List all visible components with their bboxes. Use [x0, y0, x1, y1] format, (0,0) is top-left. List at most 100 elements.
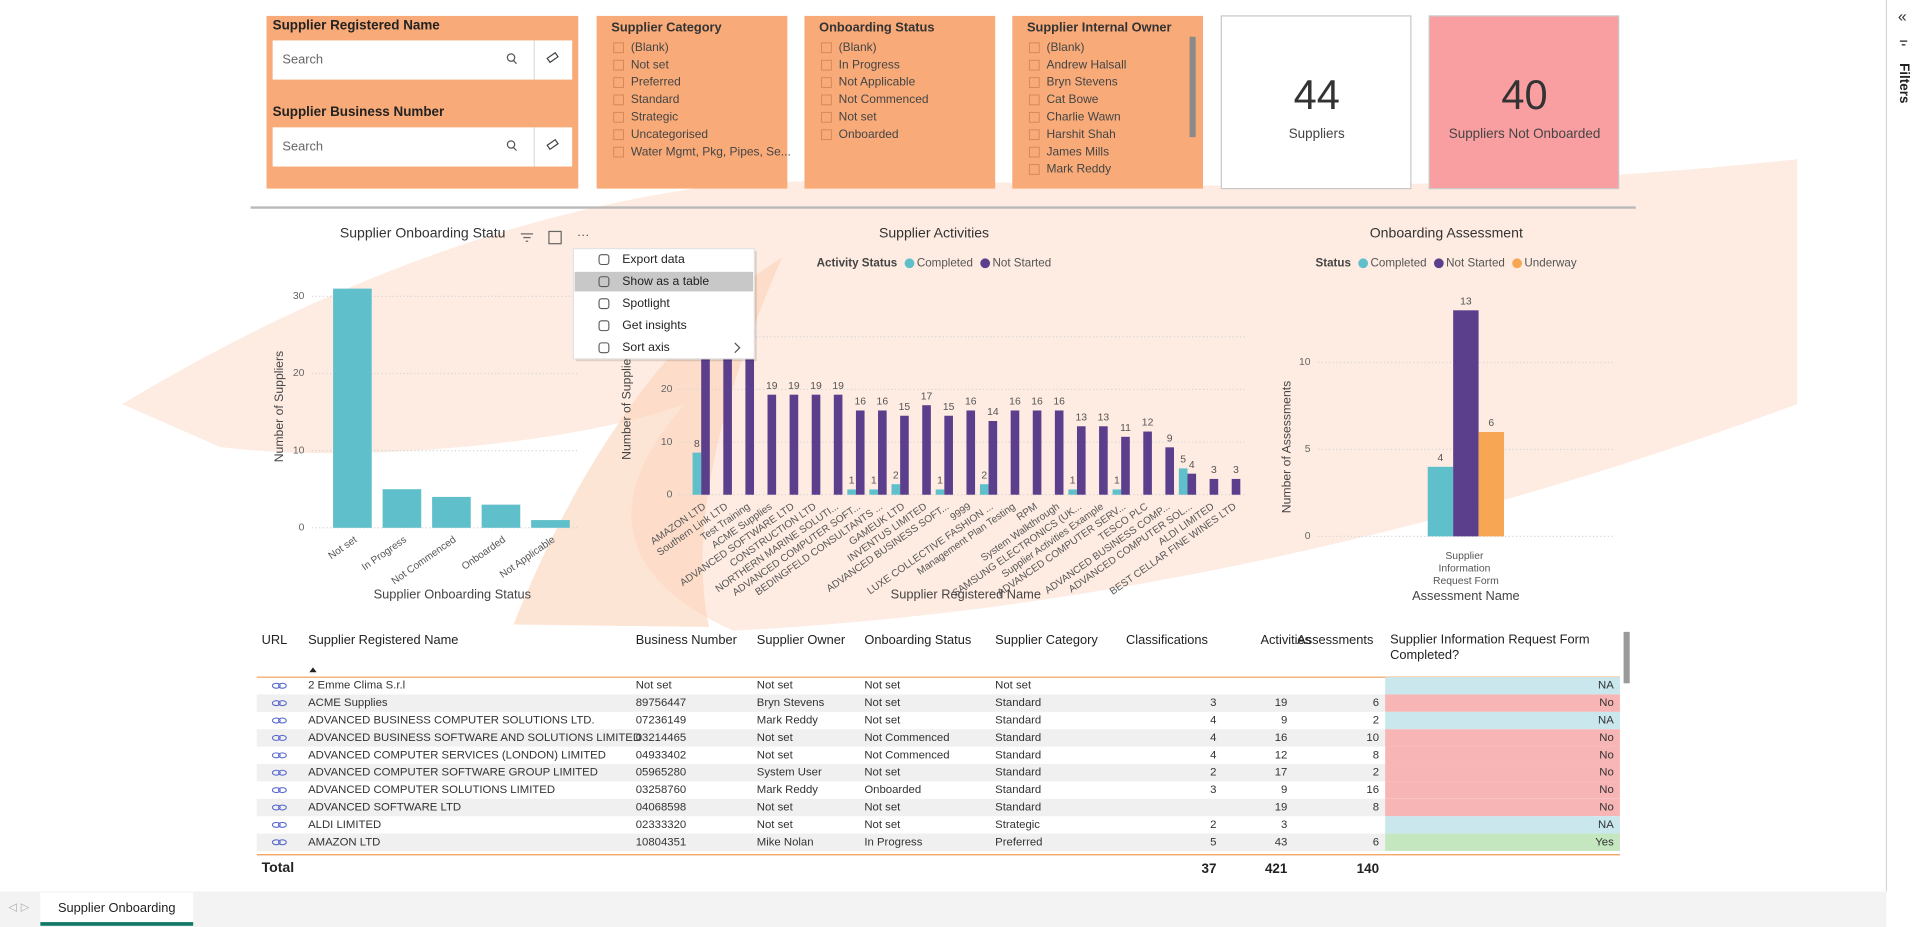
- collapse-icon[interactable]: «: [1898, 8, 1907, 25]
- slicer-checkbox[interactable]: [613, 42, 625, 54]
- column-header[interactable]: Supplier Owner: [757, 632, 846, 647]
- slicer-item[interactable]: James Mills: [1047, 144, 1110, 158]
- slicer-checkbox[interactable]: [1028, 111, 1040, 123]
- slicer-checkbox[interactable]: [821, 77, 832, 88]
- slicer-item[interactable]: Not set: [631, 57, 670, 71]
- menu-item[interactable]: Export data: [622, 252, 685, 266]
- slicer-item[interactable]: (Blank): [1047, 40, 1085, 54]
- slicer-item[interactable]: Harshit Shah: [1047, 127, 1116, 141]
- link-icon[interactable]: [277, 717, 287, 724]
- x-axis-label: Assessment Name: [1412, 588, 1520, 603]
- link-icon[interactable]: [271, 682, 281, 689]
- menu-item[interactable]: Get insights: [622, 318, 686, 332]
- slicer-item[interactable]: Uncategorised: [631, 127, 708, 141]
- slicer-checkbox[interactable]: [821, 42, 832, 54]
- slicer-item[interactable]: Andrew Halsall: [1047, 57, 1127, 71]
- link-icon[interactable]: [277, 821, 287, 828]
- slicer-item[interactable]: (Blank): [839, 40, 877, 54]
- slicer-item[interactable]: (Blank): [631, 40, 669, 54]
- slicer-checkbox[interactable]: [1028, 94, 1040, 106]
- column-header[interactable]: Business Number: [636, 632, 738, 647]
- column-header[interactable]: Supplier Registered Name: [308, 632, 458, 647]
- slicer-item[interactable]: Strategic: [631, 109, 678, 123]
- link-icon[interactable]: [277, 839, 287, 846]
- more-icon[interactable]: ···: [577, 227, 589, 241]
- clear-icon[interactable]: [546, 51, 559, 64]
- card-label: Suppliers Not Onboarded: [1449, 126, 1601, 141]
- search-box[interactable]: [272, 127, 573, 167]
- column-header[interactable]: Assessments: [1297, 632, 1373, 647]
- slicer-checkbox[interactable]: [613, 94, 625, 106]
- data-label: 16: [965, 397, 977, 408]
- y-axis-label: Number of Suppliers: [619, 348, 633, 459]
- table-cell: No: [1599, 697, 1614, 709]
- link-icon[interactable]: [271, 804, 281, 811]
- slicer-checkbox[interactable]: [821, 129, 832, 141]
- slicer-item[interactable]: Not set: [839, 109, 878, 123]
- tab-nav[interactable]: ▷: [21, 901, 30, 913]
- slicer-checkbox[interactable]: [613, 59, 625, 71]
- slicer-item[interactable]: Charlie Wawn: [1047, 109, 1121, 123]
- slicer-checkbox[interactable]: [1028, 164, 1040, 175]
- slicer-checkbox[interactable]: [613, 129, 625, 141]
- focus-icon[interactable]: [548, 230, 562, 245]
- link-icon[interactable]: [271, 717, 281, 724]
- slicer-item[interactable]: Not Applicable: [839, 75, 916, 89]
- link-icon[interactable]: [277, 734, 287, 741]
- column-header[interactable]: Supplier Category: [995, 632, 1098, 647]
- clear-icon[interactable]: [546, 138, 559, 151]
- slicer-item[interactable]: Standard: [631, 92, 680, 106]
- link-icon[interactable]: [277, 682, 287, 689]
- column-header[interactable]: Classifications: [1126, 632, 1208, 647]
- column-header[interactable]: URL: [262, 632, 288, 647]
- table-cell: 5: [1210, 836, 1216, 848]
- tab-nav[interactable]: ◁: [9, 901, 18, 913]
- menu-item[interactable]: Sort axis: [622, 340, 670, 354]
- slicer-item[interactable]: In Progress: [839, 57, 900, 71]
- link-icon[interactable]: [277, 787, 287, 794]
- link-icon[interactable]: [277, 700, 287, 707]
- slicer-checkbox[interactable]: [1028, 77, 1040, 88]
- filters-label[interactable]: Filters: [1897, 63, 1912, 103]
- link-icon[interactable]: [271, 839, 281, 846]
- search-placeholder: Search: [282, 51, 323, 66]
- link-icon[interactable]: [277, 769, 287, 776]
- filter-icon[interactable]: [1901, 44, 1906, 46]
- link-icon[interactable]: [271, 769, 281, 776]
- slicer-checkbox[interactable]: [821, 111, 832, 123]
- slicer-item[interactable]: Bryn Stevens: [1047, 75, 1118, 89]
- slicer-item[interactable]: Cat Bowe: [1047, 92, 1099, 106]
- slicer-item[interactable]: Onboarded: [839, 127, 899, 141]
- tab-label[interactable]: Supplier Onboarding: [58, 900, 176, 915]
- slicer-item[interactable]: Not Commenced: [839, 92, 929, 106]
- column-header[interactable]: Activities: [1260, 632, 1311, 647]
- slicer-checkbox[interactable]: [1028, 129, 1040, 141]
- table-cell: NA: [1598, 715, 1614, 727]
- slicer-item[interactable]: Preferred: [631, 75, 681, 89]
- slicer-item[interactable]: Water Mgmt, Pkg, Pipes, Se...: [631, 144, 791, 158]
- page-tab[interactable]: [40, 892, 194, 926]
- menu-item[interactable]: Show as a table: [622, 274, 709, 288]
- link-icon[interactable]: [271, 734, 281, 741]
- slicer-checkbox[interactable]: [1028, 146, 1040, 158]
- menu-item[interactable]: Spotlight: [622, 296, 670, 310]
- slicer-checkbox[interactable]: [1028, 59, 1040, 71]
- slicer-checkbox[interactable]: [821, 94, 832, 106]
- link-icon[interactable]: [271, 700, 281, 707]
- slicer-checkbox[interactable]: [613, 111, 625, 123]
- table-cell: NA: [1598, 680, 1614, 692]
- column-header[interactable]: Supplier Information Request Form Comple…: [1390, 632, 1593, 662]
- slicer-checkbox[interactable]: [1028, 42, 1040, 54]
- link-icon[interactable]: [271, 752, 281, 759]
- link-icon[interactable]: [271, 787, 281, 794]
- link-icon[interactable]: [271, 821, 281, 828]
- link-icon[interactable]: [277, 752, 287, 759]
- slicer-checkbox[interactable]: [613, 146, 625, 158]
- link-icon[interactable]: [277, 804, 287, 811]
- slicer-checkbox[interactable]: [821, 59, 832, 71]
- slicer-checkbox[interactable]: [613, 77, 625, 88]
- filter-icon[interactable]: [1899, 40, 1908, 42]
- search-box[interactable]: [272, 40, 573, 80]
- column-header[interactable]: Onboarding Status: [864, 632, 971, 647]
- slicer-item[interactable]: Mark Reddy: [1047, 162, 1112, 176]
